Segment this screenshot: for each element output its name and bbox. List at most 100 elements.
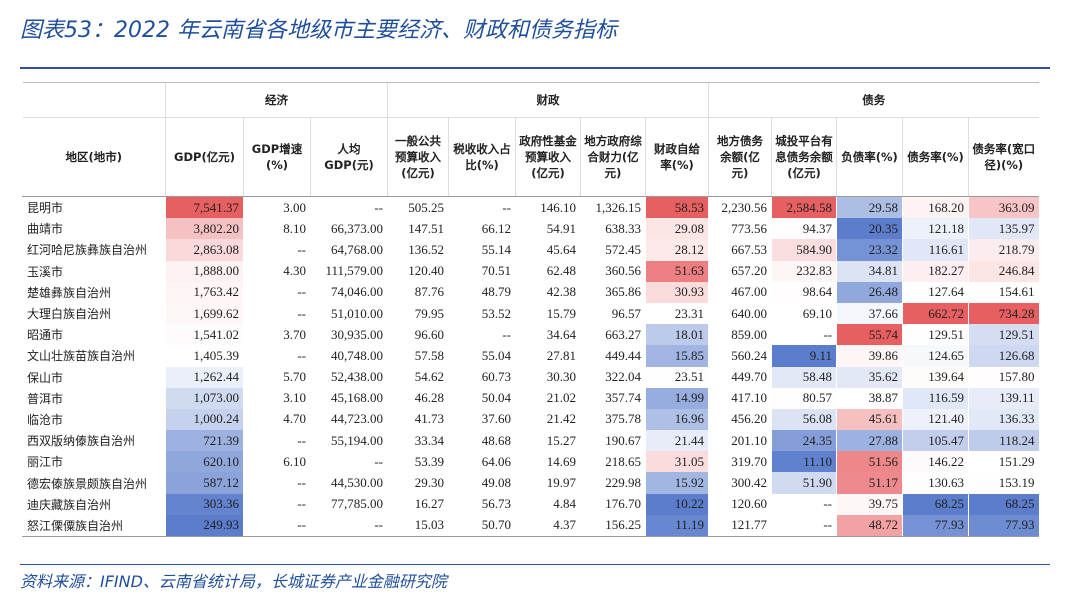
table-cell: 168.20 [902,196,969,219]
table-row: 楚雄彝族自治州 1,763.42 -- 74,046.00 87.76 48.79 42.3… [22,281,1039,303]
table-cell: 3.00 [243,196,311,219]
title-rule [20,67,1050,69]
table-cell: 153.19 [967,472,1039,494]
table-cell: 24.35 [771,430,837,452]
table-cell: 66,373.00 [310,218,388,240]
table-cell: 3,802.20 [165,218,244,240]
table-cell: 587.12 [165,472,244,494]
row-header: 地区(地市) [22,117,166,197]
table-cell: 4.70 [243,408,311,431]
table-cell: 2,230.56 [708,196,772,219]
table-cell: 55.74 [836,324,903,346]
table-cell: 30.30 [515,366,581,388]
table-cell: 360.56 [580,260,646,282]
table-cell: 572.45 [580,239,646,261]
table-cell: 322.04 [580,366,646,388]
table-cell: 8.10 [243,218,311,240]
table-cell: 246.84 [967,260,1039,282]
table-cell: 56.08 [771,408,837,431]
table-cell: 68.25 [902,493,969,515]
table-cell: 38.87 [836,387,903,409]
table-cell: 14.69 [515,451,581,473]
table-cell: 319.70 [708,451,772,473]
table-cell: 48.72 [836,514,903,537]
table-cell: 74,046.00 [310,281,388,303]
table-cell: 1,326.15 [580,196,646,219]
table-cell: -- [243,302,311,325]
column-header: 债务率(%) [902,117,969,197]
table-cell: 39.86 [836,345,903,367]
table-cell: 51.17 [836,472,903,494]
table-cell: 1,262.44 [165,366,244,388]
column-header: 人均GDP(元) [310,117,388,197]
table-cell: 29.08 [645,218,709,240]
table-cell: 58.53 [645,196,709,219]
table-cell: 18.01 [645,324,709,346]
table-cell: 121.77 [708,514,772,537]
table-cell: -- [243,493,311,515]
table-cell: 28.12 [645,239,709,261]
region-cell: 普洱市 [22,387,166,409]
table-cell: 417.10 [708,387,772,409]
table-cell: 42.38 [515,281,581,303]
table-cell: 30.93 [645,281,709,303]
table-cell: 80.57 [771,387,837,409]
page-title: 图表53：2022 年云南省各地级市主要经济、财政和债务指标 [20,18,617,43]
table-cell: 129.51 [967,324,1039,346]
table-row: 德宏傣族景颇族自治州 587.12 -- 44,530.00 29.30 49.08 19.… [22,472,1039,494]
region-cell: 昭通市 [22,324,166,346]
table-cell: -- [243,472,311,494]
column-header: 税收收入占比(%) [448,117,516,197]
table-cell: 640.00 [708,302,772,325]
data-table: 经济 财政 债务 地区(地市) GDP(亿元) GDP增速(%) 人均GDP(元) 一般公共预… [22,82,1039,537]
table-cell: 9.11 [771,345,837,367]
table-cell: 44,530.00 [310,472,388,494]
region-cell: 丽江市 [22,451,166,473]
table-cell: 657.20 [708,260,772,282]
table-cell: 21.42 [515,408,581,431]
table-cell: 773.56 [708,218,772,240]
table-cell: 55,194.00 [310,430,388,452]
table-cell: 34.81 [836,260,903,282]
table-cell: 64.06 [448,451,516,473]
table-cell: 52,438.00 [310,366,388,388]
region-cell: 德宏傣族景颇族自治州 [22,472,166,494]
table-cell: 51.56 [836,451,903,473]
table-cell: 41.73 [387,408,449,431]
table-cell: 29.58 [836,196,903,219]
region-cell: 怒江傈僳族自治州 [22,514,166,537]
table-cell: 1,888.00 [165,260,244,282]
table-cell: 120.40 [387,260,449,282]
table-cell: 121.18 [902,218,969,240]
table-cell: 3.10 [243,387,311,409]
table-row: 保山市 1,262.44 5.70 52,438.00 54.62 60.73 30.30 3… [22,366,1039,388]
table-cell: 662.72 [902,302,969,325]
column-header: 一般公共预算收入(亿元) [387,117,449,197]
region-cell: 大理白族自治州 [22,302,166,325]
table-cell: 51.90 [771,472,837,494]
table-cell: 218.79 [967,239,1039,261]
table-row: 丽江市 620.10 6.10 -- 53.39 64.06 14.69 218.65 31.0… [22,451,1039,473]
table-cell: 147.51 [387,218,449,240]
table-cell: 45,168.00 [310,387,388,409]
table-cell: 218.65 [580,451,646,473]
table-cell: 96.60 [387,324,449,346]
region-cell: 临沧市 [22,408,166,431]
table-cell: 16.96 [645,408,709,431]
table-cell: 139.64 [902,366,969,388]
table-cell: 157.80 [967,366,1039,388]
table-cell: 151.29 [967,451,1039,473]
table-cell: 56.73 [448,493,516,515]
table-row: 曲靖市 3,802.20 8.10 66,373.00 147.51 66.12 54.91… [22,218,1039,240]
table-cell: 20.35 [836,218,903,240]
table-cell: 1,699.62 [165,302,244,325]
table-cell: 55.04 [448,345,516,367]
table-cell: -- [243,514,311,537]
group-header: 债务 [707,82,1039,118]
table-cell: -- [448,196,516,219]
table-cell: -- [771,324,837,346]
table-cell: 15.03 [387,514,449,537]
table-cell: 54.62 [387,366,449,388]
table-cell: 77.93 [902,514,969,537]
region-cell: 迪庆藏族自治州 [22,493,166,515]
